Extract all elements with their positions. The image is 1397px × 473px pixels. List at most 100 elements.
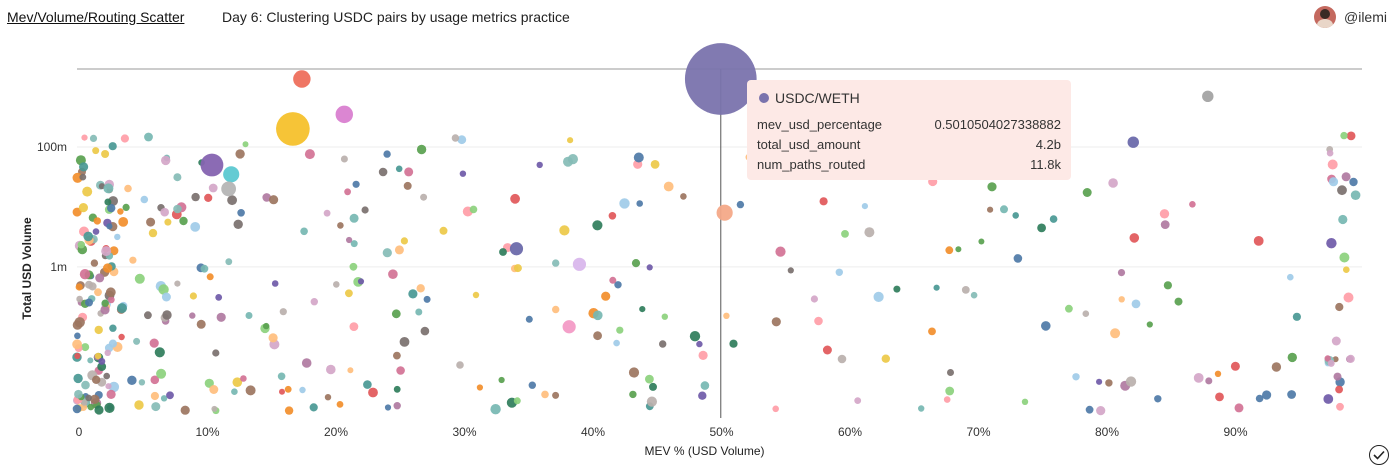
- scatter-point: [221, 181, 237, 197]
- scatter-point: [323, 209, 331, 217]
- scatter-point: [563, 156, 573, 167]
- scatter-point: [81, 134, 88, 141]
- scatter-point: [404, 167, 414, 177]
- scatter-point: [154, 347, 165, 358]
- tooltip-label: num_paths_routed: [757, 157, 866, 172]
- scatter-point: [276, 112, 310, 146]
- scatter-point: [633, 152, 644, 163]
- scatter-point: [92, 228, 100, 235]
- scatter-point: [1262, 390, 1272, 400]
- scatter-point: [383, 150, 391, 158]
- scatter-point: [349, 262, 358, 271]
- y-tick-label: 100m: [37, 140, 67, 154]
- scatter-point: [245, 312, 253, 319]
- scatter-chart: 100m 1m 0 10% 20% 30% 40% 50% 60% 70% 80% 90% MEV % …: [20, 43, 1362, 458]
- scatter-point: [368, 387, 378, 398]
- tooltip-row: total_usd_amount 4.2b: [757, 137, 1061, 152]
- scatter-point: [689, 331, 701, 342]
- scatter-point: [1189, 201, 1196, 208]
- scatter-point: [200, 264, 209, 273]
- scatter-point: [1333, 372, 1342, 381]
- scatter-point: [631, 259, 641, 268]
- scatter-point: [335, 105, 354, 124]
- scatter-point: [76, 295, 83, 303]
- scatter-point: [1096, 378, 1103, 385]
- scatter-point: [363, 380, 372, 389]
- scatter-point: [277, 372, 286, 381]
- scatter-point: [572, 257, 587, 271]
- scatter-point: [536, 161, 543, 169]
- y-tick-label: 1m: [50, 260, 67, 274]
- scatter-point: [399, 337, 410, 347]
- x-tick-label: 10%: [195, 425, 219, 439]
- scatter-point: [1214, 370, 1222, 377]
- scatter-point: [1327, 159, 1338, 170]
- scatter-point: [72, 207, 82, 217]
- scatter-point: [269, 195, 279, 205]
- username[interactable]: @ilemi: [1344, 9, 1387, 25]
- scatter-point: [416, 144, 427, 155]
- hover-tooltip: USDC/WETH mev_usd_percentage 0.501050402…: [747, 80, 1071, 180]
- scatter-point: [134, 273, 145, 284]
- scatter-point: [700, 381, 710, 390]
- scatter-point: [279, 308, 287, 316]
- scatter-point: [881, 354, 890, 363]
- scatter-point: [864, 227, 875, 238]
- scatter-point: [151, 402, 161, 412]
- scatter-point: [593, 331, 602, 341]
- scatter-point: [73, 373, 83, 384]
- scatter-point: [601, 291, 611, 301]
- scatter-point: [206, 273, 214, 281]
- scatter-point: [81, 343, 90, 352]
- scatter-point: [336, 401, 344, 408]
- tooltip-label: total_usd_amount: [757, 137, 861, 152]
- scatter-point: [304, 149, 315, 160]
- scatter-point: [1271, 362, 1282, 372]
- user-badge[interactable]: @ilemi: [1314, 6, 1387, 28]
- scatter-point: [148, 228, 158, 238]
- scatter-point: [1127, 136, 1139, 148]
- scatter-point: [92, 375, 101, 384]
- scatter-point: [562, 320, 576, 334]
- scatter-point: [94, 352, 102, 360]
- scatter-point: [146, 217, 156, 227]
- scatter-point: [1013, 254, 1023, 263]
- grid-lines: [77, 68, 1362, 418]
- scatter-point: [772, 405, 779, 413]
- scatter-point: [619, 198, 630, 209]
- scatter-point: [918, 405, 925, 412]
- scatter-point: [395, 165, 403, 173]
- scatter-point: [841, 230, 849, 238]
- scatter-point: [215, 294, 223, 301]
- scatter-point: [357, 278, 365, 285]
- scatter-point: [1205, 377, 1213, 385]
- scatter-point: [987, 182, 997, 192]
- scatter-point: [451, 134, 460, 142]
- scatter-point: [388, 269, 398, 279]
- scatter-point: [75, 283, 83, 291]
- scatter-point: [1154, 395, 1162, 403]
- scatter-point: [82, 186, 93, 197]
- avatar[interactable]: [1314, 6, 1336, 28]
- scatter-point: [928, 327, 936, 336]
- scatter-point: [262, 193, 272, 202]
- scatter-point: [1326, 149, 1334, 157]
- check-circle-icon[interactable]: [1369, 445, 1389, 465]
- scatter-point: [74, 317, 85, 328]
- scatter-point: [89, 134, 98, 142]
- scatter-point: [403, 181, 412, 190]
- scatter-point: [525, 315, 533, 323]
- scatter-point: [698, 391, 707, 400]
- scatter-point: [140, 195, 149, 204]
- scatter-point: [301, 358, 312, 368]
- scatter-point: [160, 207, 169, 217]
- scatter-point: [83, 231, 93, 242]
- scatter-point: [771, 317, 781, 327]
- scatter-point: [1012, 212, 1019, 219]
- dashboard-title-link[interactable]: Mev/Volume/Routing Scatter: [7, 9, 185, 25]
- x-axis-title: MEV % (USD Volume): [644, 444, 764, 458]
- scatter-point: [893, 285, 901, 293]
- scatter-point: [1117, 269, 1126, 277]
- scatter-point: [593, 310, 603, 321]
- scatter-point: [118, 217, 129, 227]
